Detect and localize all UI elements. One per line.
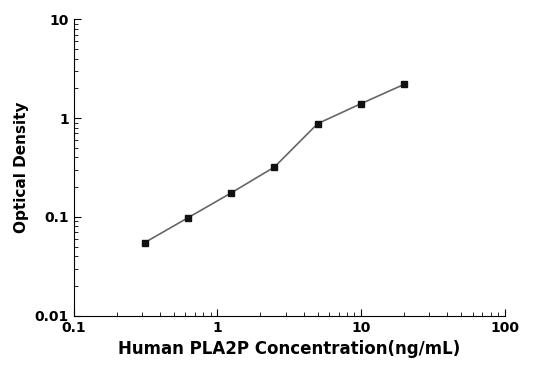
Y-axis label: Optical Density: Optical Density bbox=[14, 102, 29, 233]
X-axis label: Human PLA2P Concentration(ng/mL): Human PLA2P Concentration(ng/mL) bbox=[118, 340, 460, 358]
